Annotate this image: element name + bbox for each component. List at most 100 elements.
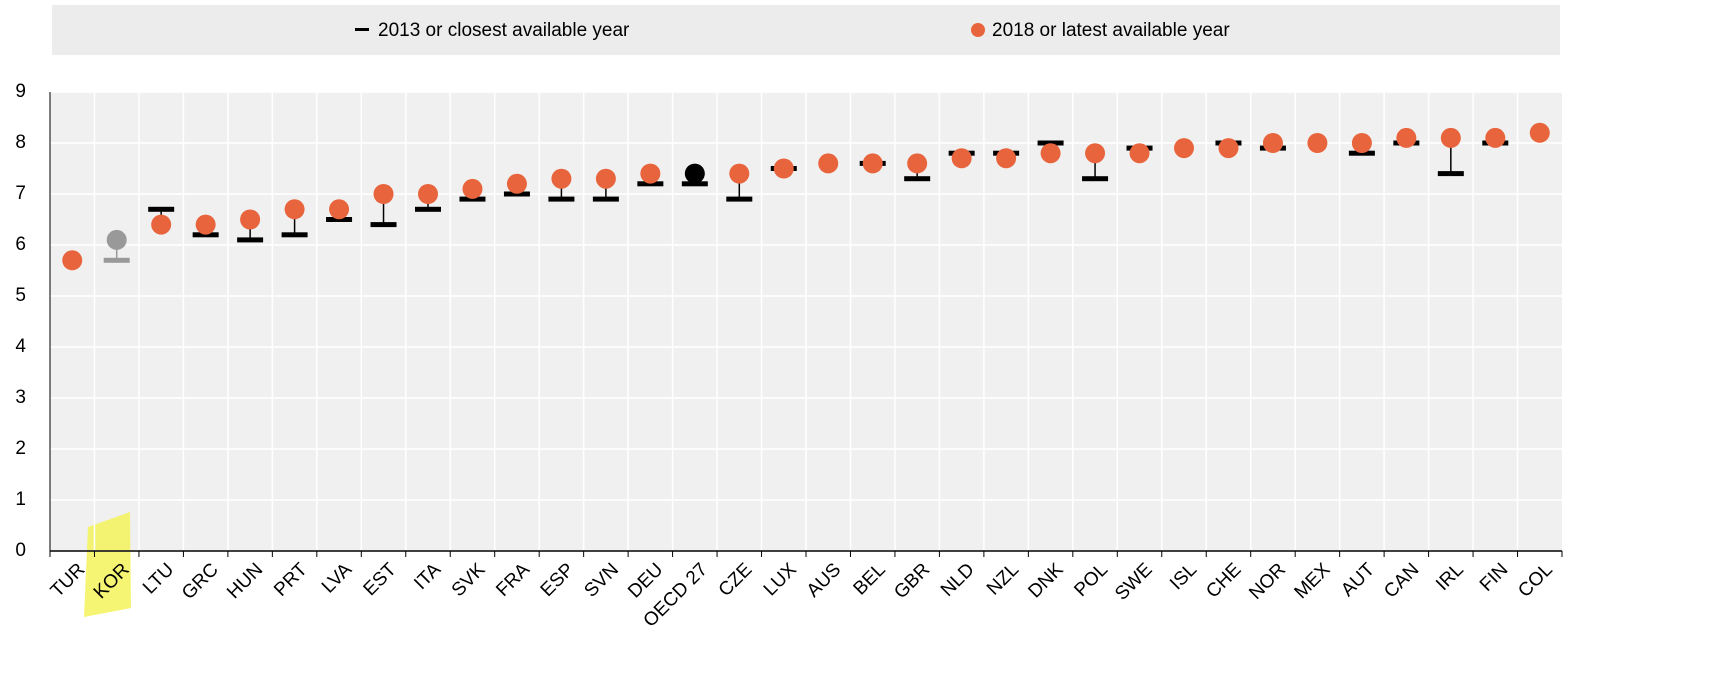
x-tick-label: SVK	[448, 559, 490, 601]
legend-dash	[355, 28, 369, 31]
y-tick-label: 8	[15, 132, 26, 153]
marker-2013	[459, 196, 486, 202]
marker-2018	[1529, 122, 1550, 143]
x-tick-label: NLD	[937, 559, 979, 601]
x-tick-label: LTU	[139, 559, 178, 598]
x-tick-label: AUS	[803, 559, 845, 601]
x-tick-label: CHE	[1202, 559, 1245, 602]
x-tick-label: GRC	[178, 559, 223, 604]
marker-2013	[1437, 171, 1464, 177]
marker-2018	[996, 148, 1017, 169]
marker-2013	[370, 222, 397, 228]
marker-2013	[237, 237, 264, 243]
marker-2013	[503, 191, 530, 197]
x-tick-label: LUX	[760, 559, 801, 600]
marker-2018	[551, 168, 572, 189]
x-tick-label: CZE	[715, 559, 757, 601]
x-tick-label: DNK	[1024, 559, 1067, 602]
marker-2018	[373, 184, 394, 204]
marker-2018	[640, 163, 661, 184]
x-tick-label: FIN	[1476, 559, 1512, 595]
marker-2018	[106, 229, 127, 250]
y-tick-label: 6	[15, 234, 26, 255]
x-tick-label: SWE	[1111, 559, 1156, 604]
marker-2013	[281, 232, 308, 238]
marker-2018	[773, 158, 794, 179]
y-tick-label: 0	[15, 540, 26, 561]
marker-2013	[1082, 176, 1109, 182]
x-tick-label: IRL	[1432, 559, 1468, 595]
marker-2018	[329, 199, 350, 220]
marker-2018	[729, 163, 750, 184]
y-tick-label: 9	[15, 81, 26, 102]
legend-box	[52, 5, 1560, 55]
marker-2013	[548, 196, 575, 202]
marker-2018	[1085, 143, 1106, 164]
marker-2018	[1040, 143, 1061, 164]
marker-2018	[1262, 133, 1283, 153]
marker-2018	[240, 209, 261, 230]
marker-2013	[904, 176, 931, 182]
marker-2018	[1396, 127, 1417, 148]
x-tick-label: ESP	[537, 559, 579, 601]
y-tick-label: 3	[15, 387, 26, 408]
x-tick-label: GBR	[890, 559, 934, 603]
x-tick-label: CAN	[1380, 559, 1423, 602]
x-tick-label: POL	[1070, 559, 1112, 601]
marker-2018	[1174, 138, 1194, 159]
marker-2018	[907, 153, 928, 174]
x-tick-label: PRT	[270, 559, 312, 601]
x-tick-label: NOR	[1245, 559, 1290, 604]
x-tick-label: NZL	[983, 559, 1023, 599]
marker-2018	[1485, 127, 1506, 148]
marker-2018	[195, 214, 216, 235]
marker-2013	[1037, 140, 1064, 146]
marker-2013	[192, 232, 219, 238]
marker-2018	[1307, 133, 1328, 153]
y-tick-label: 5	[15, 285, 26, 306]
marker-2018	[818, 153, 839, 174]
marker-2013	[326, 217, 353, 222]
x-tick-label: FRA	[492, 559, 534, 601]
marker-2018	[1129, 143, 1150, 164]
x-tick-label: TUR	[47, 559, 89, 601]
marker-2018	[418, 184, 438, 204]
marker-2018	[62, 250, 83, 271]
marker-2013	[681, 181, 708, 187]
x-tick-label: LVA	[318, 559, 356, 597]
marker-2018	[595, 168, 616, 189]
marker-2013	[592, 196, 619, 202]
marker-2018	[462, 178, 483, 199]
y-tick-label: 2	[15, 438, 26, 459]
marker-2018	[1440, 127, 1461, 148]
x-tick-label: ISL	[1166, 559, 1201, 594]
marker-2018	[684, 163, 705, 184]
x-tick-label: COL	[1514, 559, 1556, 601]
marker-2018	[862, 153, 883, 174]
x-tick-label: EST	[360, 559, 401, 600]
marker-2018	[1351, 133, 1372, 153]
marker-2013	[415, 206, 441, 212]
marker-2018	[1218, 138, 1239, 159]
x-tick-label: MEX	[1291, 559, 1335, 603]
y-tick-label: 1	[15, 489, 26, 510]
marker-2013	[148, 206, 175, 212]
marker-2013	[1348, 150, 1375, 156]
y-tick-label: 4	[15, 336, 26, 357]
marker-2013	[103, 257, 130, 263]
x-tick-label: SVN	[580, 559, 622, 601]
x-tick-label: BEL	[850, 559, 890, 599]
marker-2018	[151, 214, 172, 235]
marker-2018	[951, 148, 972, 169]
marker-2013	[637, 181, 664, 187]
marker-2018	[506, 173, 527, 194]
marker-2018	[284, 199, 305, 220]
x-tick-label: ITA	[410, 559, 445, 594]
highlight	[84, 512, 131, 617]
y-tick-label: 7	[15, 183, 26, 204]
x-tick-label: HUN	[223, 559, 267, 603]
legend-label: 2018 or latest available year	[992, 20, 1230, 41]
legend-label: 2013 or closest available year	[378, 20, 630, 41]
legend-dot	[971, 23, 985, 37]
